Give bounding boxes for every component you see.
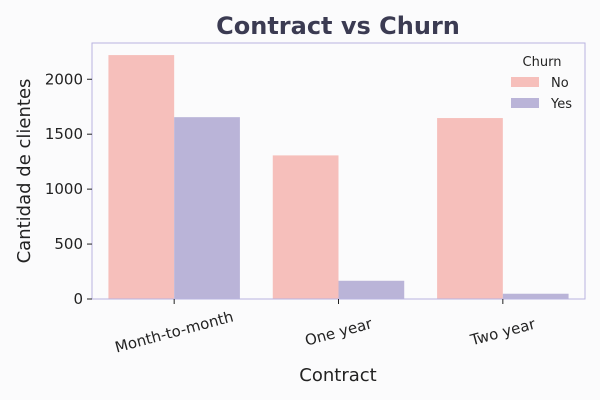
legend-swatch-no (511, 77, 539, 87)
bar-yes-0 (174, 117, 240, 300)
y-tick-label: 1500 (45, 125, 83, 143)
bar-yes-1 (338, 280, 405, 299)
legend-title: Churn (523, 55, 562, 70)
y-tick-label: 500 (54, 235, 83, 253)
y-tick-label: 0 (73, 290, 83, 308)
legend-swatch-yes (511, 98, 539, 108)
y-tick-label: 2000 (45, 70, 83, 88)
x-tick-label: Two year (467, 315, 538, 350)
y-axis-label: Cantidad de clientes (14, 79, 35, 264)
x-tick-label: One year (303, 314, 375, 349)
x-tick-label: Month-to-month (113, 308, 235, 357)
legend-label-no: No (551, 76, 569, 91)
x-axis: Month-to-month One year Two year (113, 299, 538, 356)
legend: Churn No Yes (511, 55, 572, 112)
bar-no-2 (437, 118, 503, 300)
chart-title: Contract vs Churn (216, 12, 460, 40)
plot-area (108, 55, 569, 300)
y-tick-label: 1000 (45, 180, 83, 198)
bar-no-1 (272, 155, 339, 299)
legend-label-yes: Yes (550, 97, 572, 112)
y-axis: 0 500 1000 1500 2000 (45, 70, 92, 308)
bar-yes-2 (502, 293, 569, 299)
bar-no-0 (108, 55, 175, 299)
x-axis-label: Contract (299, 365, 376, 386)
